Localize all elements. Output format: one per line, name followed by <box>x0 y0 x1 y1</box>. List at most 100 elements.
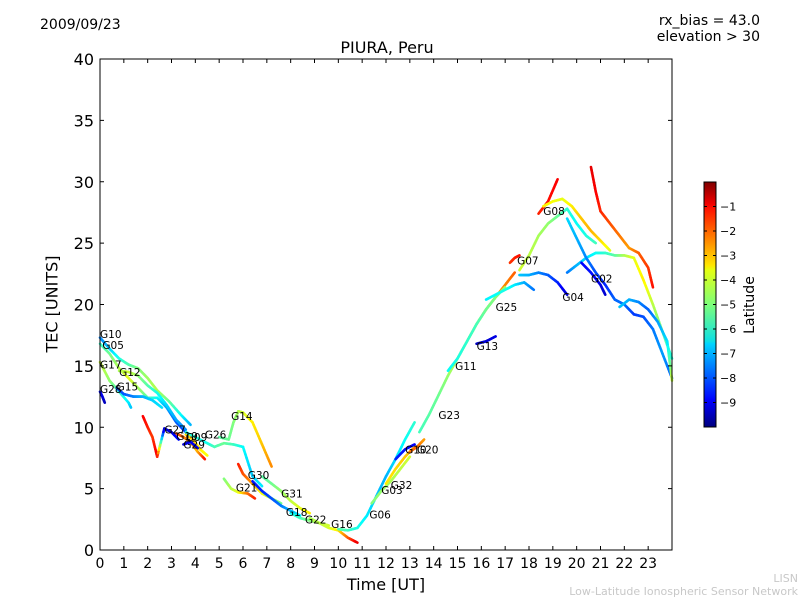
prn-label: G16 <box>331 519 353 531</box>
satellite-track <box>508 254 521 265</box>
satellite-track <box>222 477 257 500</box>
satellite-track <box>484 281 536 301</box>
satellite-track <box>518 271 569 296</box>
y-tick-label: 15 <box>74 357 94 376</box>
prn-label: G20 <box>417 444 439 456</box>
satellite-track <box>475 335 497 346</box>
satellite-track <box>618 298 674 382</box>
satellite-track <box>518 207 598 272</box>
satellite-track <box>184 433 209 457</box>
track-segment <box>202 456 207 461</box>
credit-short: LISN <box>773 572 798 585</box>
x-tick-label: 2 <box>143 556 152 572</box>
colorbar: −1 −2 −3 −4 −5 −6 −7 −8 −9 <box>703 181 736 428</box>
satellite-track <box>580 261 607 296</box>
satellite-track <box>115 386 164 409</box>
satellite-track <box>589 165 655 289</box>
x-tick-label: 14 <box>425 556 443 572</box>
y-tick-label: 0 <box>84 541 94 560</box>
x-tick-label: 18 <box>520 556 538 572</box>
prn-label: G29 <box>183 439 205 451</box>
colorbar-tick-label: −7 <box>720 348 736 361</box>
colorbar-tick-label: −5 <box>720 299 736 312</box>
y-tick-label: 25 <box>74 234 94 253</box>
satellite-track <box>308 516 359 544</box>
track-segment <box>407 455 412 460</box>
colorbar-tick-label: −6 <box>720 323 736 336</box>
x-tick-label: 23 <box>639 556 657 572</box>
prn-label: G25 <box>496 302 517 314</box>
track-segment <box>555 177 559 184</box>
track-segment <box>607 247 612 252</box>
x-tick-label: 12 <box>377 556 395 572</box>
track-segment <box>493 335 497 339</box>
plot-area <box>100 59 672 550</box>
track-segment <box>354 540 359 544</box>
track-segment <box>269 462 273 468</box>
date-label: 2009/09/23 <box>40 17 121 33</box>
track-segment <box>531 287 536 292</box>
prn-label: G10 <box>100 329 122 341</box>
track-segment <box>512 271 517 276</box>
prn-label: G08 <box>543 206 565 218</box>
colorbar-tick-label: −8 <box>720 372 736 385</box>
x-tick-label: 15 <box>449 556 467 572</box>
prn-label: G07 <box>517 255 539 267</box>
satellite-track <box>541 197 612 252</box>
y-axis: 0 5 10 15 20 25 30 35 40 <box>74 50 672 560</box>
colorbar-tick-label: −2 <box>720 225 736 238</box>
prn-label: G17 <box>100 360 122 372</box>
prn-label: G12 <box>119 367 141 379</box>
rx-bias-label: rx_bias = 43.0 <box>658 13 760 29</box>
prn-label: G09 <box>186 432 208 444</box>
track-segment <box>188 422 192 427</box>
prn-label: G15 <box>117 382 139 394</box>
prn-label: G14 <box>231 411 253 423</box>
track-segment <box>603 292 607 296</box>
satellite-track <box>251 479 302 517</box>
x-tick-label: 6 <box>239 556 248 572</box>
x-tick-label: 4 <box>191 556 200 572</box>
x-tick-label: 17 <box>496 556 514 572</box>
x-tick-label: 19 <box>544 556 562 572</box>
satellite-track <box>370 455 412 505</box>
track-segment <box>412 443 416 447</box>
track-segment <box>307 511 312 515</box>
prn-label-layer: G10G05G17G12G28G15G27G19G09G29G26G14G30G… <box>100 206 612 531</box>
track-segment <box>205 453 209 457</box>
satellite-track <box>141 414 180 459</box>
satellite-track <box>260 475 312 515</box>
y-tick-label: 35 <box>74 111 94 130</box>
track-segment <box>183 427 188 432</box>
satellite-track <box>408 438 426 454</box>
y-tick-label: 20 <box>74 296 94 315</box>
elevation-label: elevation > 30 <box>656 29 760 45</box>
settings-info: rx_bias = 43.0 elevation > 30 <box>657 13 760 45</box>
colorbar-tick-label: −3 <box>720 250 736 263</box>
x-tick-label: 9 <box>310 556 319 572</box>
track-segment <box>421 438 426 442</box>
x-tick-label: 10 <box>329 556 347 572</box>
prn-label: G02 <box>591 274 613 286</box>
track-segment <box>176 437 180 441</box>
prn-label: G32 <box>391 480 413 492</box>
prn-label: G13 <box>477 341 499 353</box>
prn-label: G31 <box>281 489 303 501</box>
prn-label: G26 <box>205 430 227 442</box>
satellite-track <box>217 409 273 468</box>
track-segment <box>564 291 569 296</box>
satellite-track <box>184 430 264 488</box>
x-tick-label: 11 <box>353 556 371 572</box>
colorbar-ticks: −1 −2 −3 −4 −5 −6 −7 −8 −9 <box>704 201 736 410</box>
prn-label: G22 <box>305 514 327 526</box>
y-axis-label: TEC [UNITS] <box>42 255 62 353</box>
track-segment <box>412 421 416 426</box>
colorbar-tick-label: −4 <box>720 274 736 287</box>
track-segment <box>502 286 507 290</box>
y-tick-label: 10 <box>74 418 94 437</box>
track-segment <box>297 513 302 517</box>
plot-background <box>100 59 672 550</box>
prn-label: G11 <box>455 361 477 373</box>
x-tick-label: 8 <box>286 556 295 572</box>
